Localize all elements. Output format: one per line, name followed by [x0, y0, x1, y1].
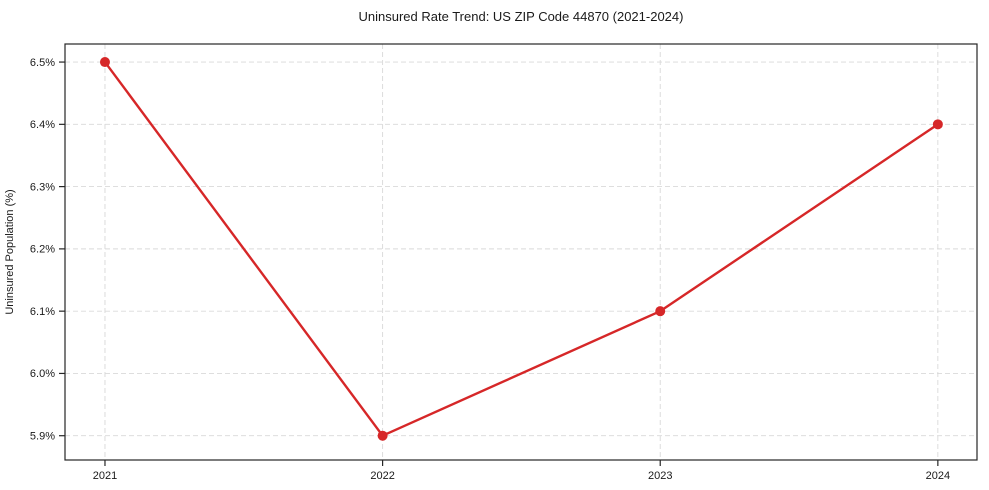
data-point-2021: [99, 57, 110, 68]
x-tick-label: 2022: [370, 470, 394, 482]
y-tick-label: 6.3%: [30, 181, 55, 193]
series-layer: [99, 57, 943, 441]
data-point-2024: [932, 119, 943, 130]
grid-layer: [65, 44, 977, 460]
y-tick-label: 6.4%: [30, 119, 55, 131]
y-tick-label: 6.5%: [30, 57, 55, 69]
y-tick-label: 5.9%: [30, 431, 55, 443]
y-axis-label: Uninsured Population (%): [4, 189, 16, 314]
x-tick-label: 2023: [648, 470, 672, 482]
trend-line: [103, 60, 940, 437]
axis-layer: 5.9% 6.0% 6.1% 6.2% 6.3% 6.4% 6.5% 2021 2022 2023…: [30, 43, 978, 482]
x-tick-label: 2024: [926, 470, 950, 482]
y-tick-label: 6.2%: [30, 244, 55, 256]
data-point-2022: [377, 430, 388, 441]
data-point-2023: [655, 306, 666, 317]
y-tick-label: 6.0%: [30, 368, 55, 380]
plot-border: [64, 43, 978, 461]
y-tick-label: 6.1%: [30, 306, 55, 318]
chart-title: Uninsured Rate Trend: US ZIP Code 44870 …: [359, 9, 684, 24]
x-tick-label: 2021: [93, 470, 117, 482]
